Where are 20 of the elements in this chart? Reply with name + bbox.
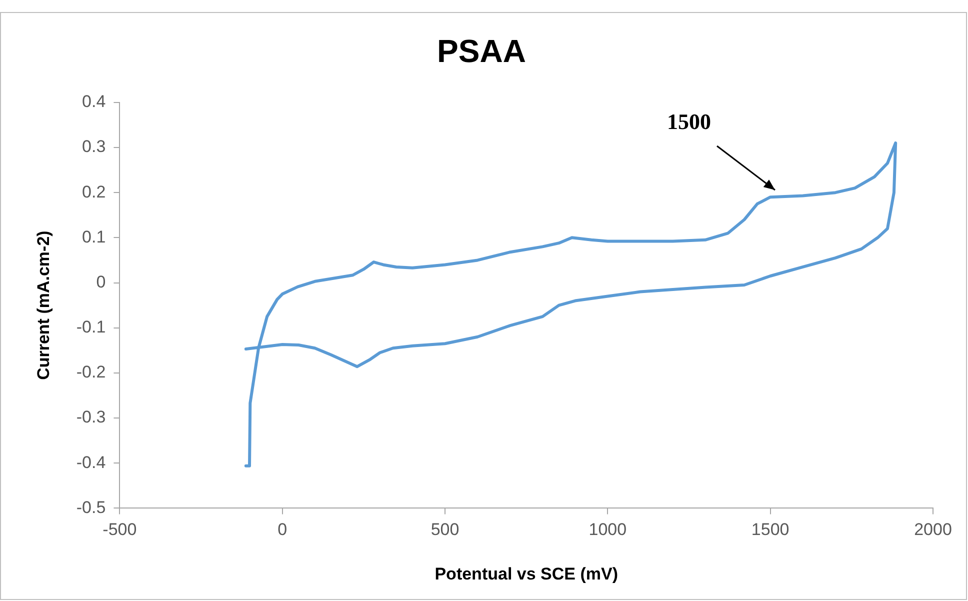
y-tick-label: 0.4 (82, 92, 106, 112)
y-tick-label: 0.2 (82, 182, 106, 202)
y-tick-label: -0.5 (76, 498, 106, 517)
y-tick-label: -0.4 (76, 452, 106, 472)
chart-title: PSAA (437, 33, 526, 70)
annotation: 1500 (667, 109, 712, 134)
x-tick-label: 1500 (751, 520, 790, 540)
y-tick-label: 0.1 (82, 227, 106, 246)
x-tick-label: 1000 (588, 520, 627, 540)
x-tick-label: 0 (278, 520, 288, 540)
y-tick-label: -0.3 (76, 408, 106, 427)
x-tick-label: 2000 (914, 520, 952, 540)
x-tick-label: 500 (430, 520, 460, 540)
y-tick-label: 0.3 (82, 137, 106, 156)
y-tick-label: -0.1 (76, 318, 106, 337)
y-axis-title: Current (mA.cm-2) (34, 230, 53, 380)
x-tick-label: -500 (102, 520, 137, 540)
x-axis-title: Potentual vs SCE (mV) (434, 564, 618, 584)
y-tick-label: -0.2 (76, 362, 106, 382)
y-tick-label: 0 (96, 272, 106, 292)
